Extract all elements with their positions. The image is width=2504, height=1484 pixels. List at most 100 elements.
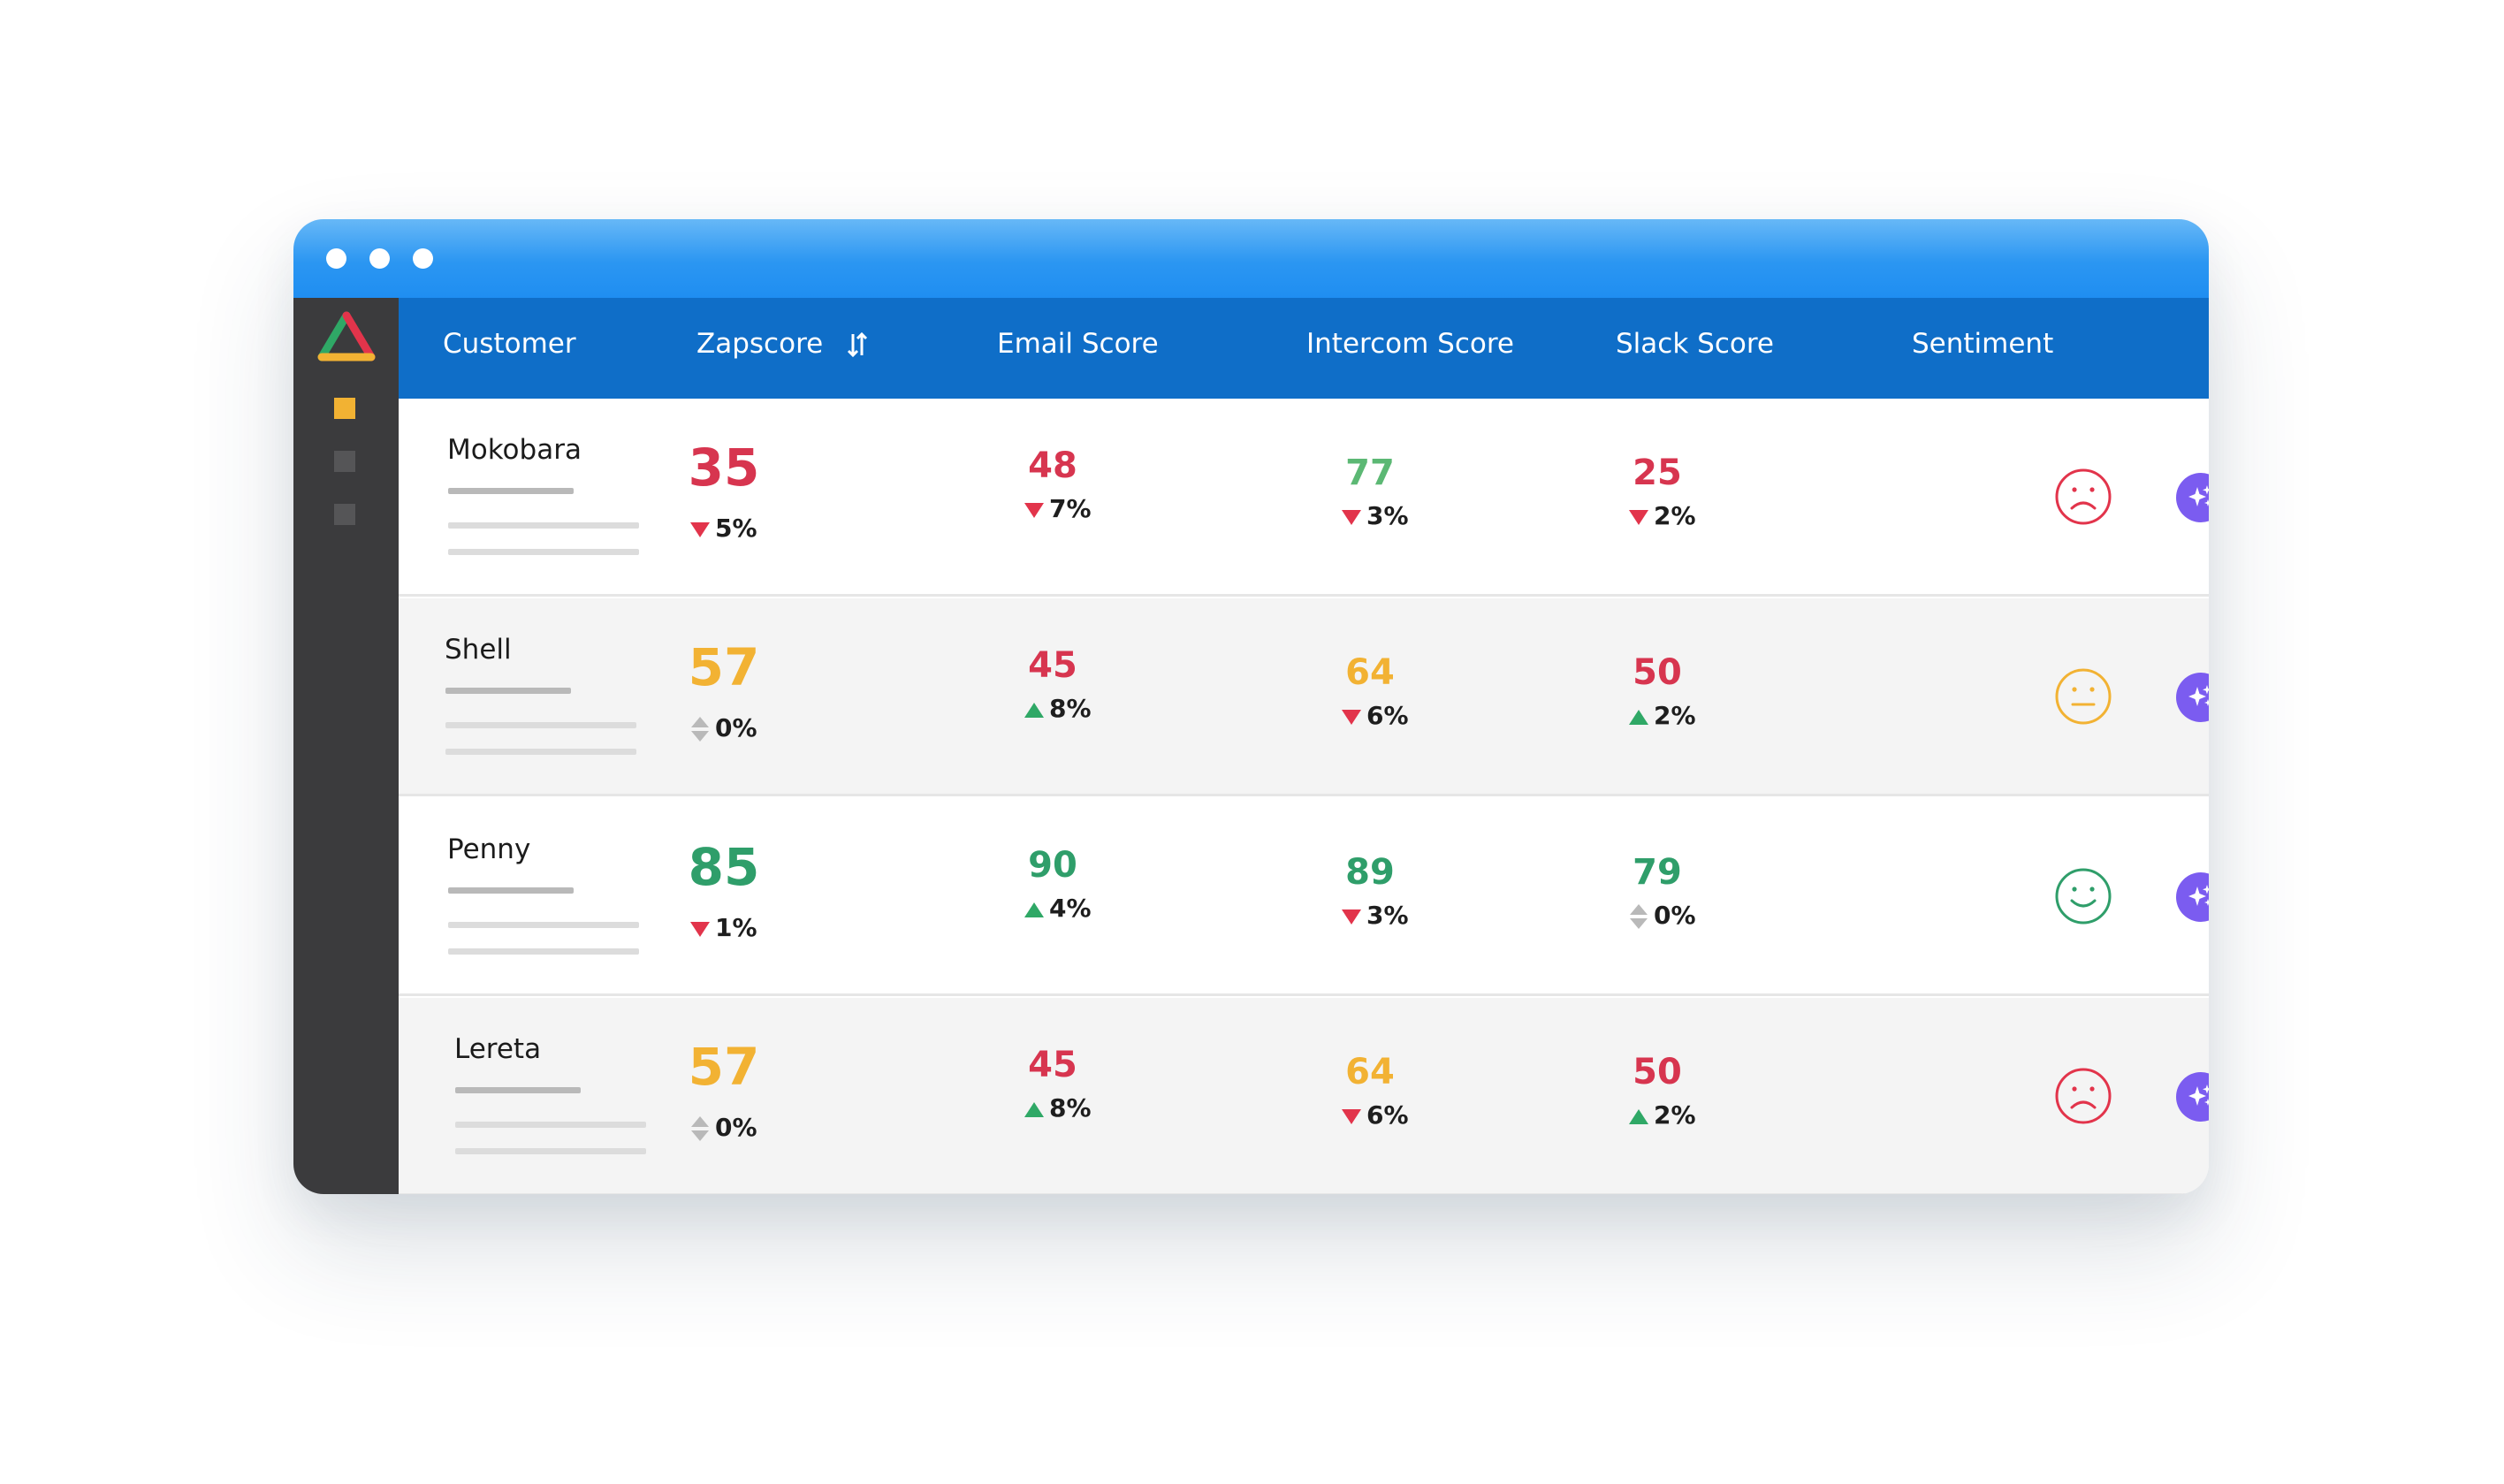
intercom-score-value: 64: [1345, 652, 1395, 693]
trend-down-icon: [1342, 1108, 1361, 1124]
trend-down-icon: [1342, 709, 1361, 725]
sort-icon[interactable]: [844, 331, 871, 358]
zapscore-value: 57: [688, 637, 760, 697]
customer-name[interactable]: Penny: [447, 833, 531, 865]
placeholder-line: [448, 522, 639, 529]
delta-value: 0%: [1654, 901, 1696, 930]
sidebar-item-2[interactable]: [334, 451, 355, 472]
delta-value: 2%: [1654, 701, 1696, 730]
intercom-score-value: 77: [1345, 453, 1395, 493]
header-zapscore[interactable]: Zapscore: [696, 328, 824, 360]
delta-value: 2%: [1654, 501, 1696, 530]
delta-value: 0%: [715, 713, 757, 742]
ai-sparkle-icon[interactable]: [2176, 872, 2209, 922]
zapscore-delta: 0%: [690, 1113, 757, 1142]
placeholder-line: [448, 948, 639, 955]
happy-face-icon: [2055, 868, 2112, 925]
zapscore-delta: 5%: [690, 514, 757, 543]
placeholder-line: [455, 1087, 581, 1093]
trend-down-icon: [1342, 909, 1361, 925]
delta-value: 1%: [715, 913, 757, 942]
app-window: Customer Zapscore Email Score Intercom S…: [293, 219, 2209, 1194]
customer-name[interactable]: Mokobara: [447, 434, 582, 466]
zapscore-value: 85: [688, 837, 760, 897]
header-slack-score[interactable]: Slack Score: [1616, 328, 1774, 360]
ai-sparkle-icon[interactable]: [2176, 1072, 2209, 1122]
sad-face-icon: [2055, 468, 2112, 525]
app-logo-icon[interactable]: [314, 308, 379, 367]
sad-face-icon: [2055, 1068, 2112, 1124]
trend-up-icon: [1024, 702, 1044, 718]
placeholder-line: [445, 749, 636, 755]
trend-up-icon: [1629, 1108, 1648, 1124]
delta-value: 0%: [715, 1113, 757, 1142]
header-intercom-score[interactable]: Intercom Score: [1306, 328, 1514, 360]
customer-name[interactable]: Shell: [445, 634, 512, 666]
slack-score-value: 50: [1633, 1052, 1682, 1092]
trend-down-icon: [1629, 509, 1648, 525]
table-row[interactable]: Lereta 57 0% 45 8% 64 6% 50 2%: [399, 998, 2209, 1194]
slack-score-value: 79: [1633, 852, 1682, 893]
delta-value: 6%: [1366, 701, 1409, 730]
delta-value: 8%: [1049, 1093, 1092, 1123]
placeholder-line: [448, 488, 574, 494]
trend-up-icon: [1024, 902, 1044, 917]
trend-neutral-icon: [691, 717, 709, 742]
placeholder-line: [455, 1148, 646, 1154]
delta-value: 3%: [1366, 901, 1409, 930]
email-score-delta: 7%: [1024, 494, 1092, 523]
window-minimize-dot[interactable]: [369, 248, 390, 269]
ai-sparkle-icon[interactable]: [2176, 673, 2209, 722]
placeholder-line: [455, 1122, 646, 1128]
slack-score-delta: 2%: [1629, 1100, 1696, 1130]
window-maximize-dot[interactable]: [413, 248, 433, 269]
zapscore-value: 35: [688, 438, 760, 498]
slack-score-delta: 2%: [1629, 701, 1696, 730]
slack-score-delta: 0%: [1629, 901, 1696, 930]
header-email-score[interactable]: Email Score: [997, 328, 1159, 360]
intercom-score-value: 89: [1345, 852, 1395, 893]
delta-value: 5%: [715, 514, 757, 543]
email-score-delta: 8%: [1024, 1093, 1092, 1123]
intercom-score-delta: 3%: [1342, 901, 1409, 930]
header-customer[interactable]: Customer: [443, 328, 576, 360]
header-sentiment[interactable]: Sentiment: [1912, 328, 2054, 360]
placeholder-line: [448, 922, 639, 928]
slack-score-value: 25: [1633, 453, 1682, 493]
zapscore-delta: 1%: [690, 913, 757, 942]
sidebar: [293, 298, 399, 1194]
trend-down-icon: [690, 521, 710, 537]
intercom-score-delta: 3%: [1342, 501, 1409, 530]
delta-value: 7%: [1049, 494, 1092, 523]
window-close-dot[interactable]: [326, 248, 346, 269]
table-row[interactable]: Mokobara 35 5% 48 7% 77 3% 25 2%: [399, 399, 2209, 597]
table-row[interactable]: Shell 57 0% 45 8% 64 6% 50 2%: [399, 598, 2209, 796]
email-score-delta: 4%: [1024, 894, 1092, 923]
delta-value: 3%: [1366, 501, 1409, 530]
neutral-face-icon: [2055, 668, 2112, 725]
trend-neutral-icon: [1630, 904, 1648, 929]
table-row[interactable]: Penny 85 1% 90 4% 89 3% 79 0%: [399, 798, 2209, 996]
placeholder-line: [445, 722, 636, 728]
title-bar: [293, 219, 2209, 298]
trend-neutral-icon: [691, 1116, 709, 1141]
trend-down-icon: [690, 921, 710, 937]
slack-score-value: 50: [1633, 652, 1682, 693]
placeholder-line: [448, 549, 639, 555]
trend-down-icon: [1024, 502, 1044, 518]
delta-value: 6%: [1366, 1100, 1409, 1130]
delta-value: 8%: [1049, 694, 1092, 723]
sidebar-item-3[interactable]: [334, 504, 355, 525]
email-score-delta: 8%: [1024, 694, 1092, 723]
email-score-value: 45: [1028, 1045, 1077, 1085]
delta-value: 2%: [1654, 1100, 1696, 1130]
intercom-score-value: 64: [1345, 1052, 1395, 1092]
zapscore-value: 57: [688, 1037, 760, 1097]
trend-up-icon: [1024, 1101, 1044, 1117]
delta-value: 4%: [1049, 894, 1092, 923]
sidebar-item-active[interactable]: [334, 398, 355, 419]
customer-name[interactable]: Lereta: [454, 1033, 542, 1065]
email-score-value: 45: [1028, 645, 1077, 686]
ai-sparkle-icon[interactable]: [2176, 473, 2209, 522]
table-header: Customer Zapscore Email Score Intercom S…: [399, 298, 2209, 399]
